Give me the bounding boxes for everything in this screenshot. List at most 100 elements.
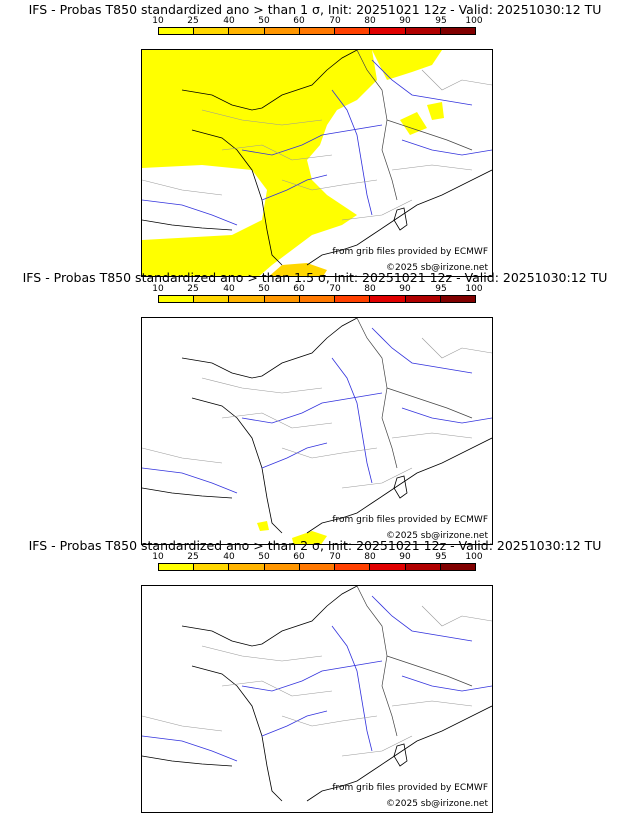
probability-map: from grib files provided by ECMWF ©2025 …	[141, 317, 493, 545]
legend-swatch	[194, 28, 230, 34]
river	[331, 357, 373, 484]
legend-swatch	[299, 28, 336, 34]
anomaly-area	[372, 50, 442, 80]
river	[371, 595, 473, 642]
legend-tick: 95	[435, 552, 447, 562]
anomaly-area	[257, 521, 269, 531]
legend-tick: 80	[364, 284, 376, 294]
legend-tick: 80	[364, 552, 376, 562]
national-border	[356, 50, 473, 201]
grib-credit: from grib files provided by ECMWF	[332, 783, 488, 793]
legend-tick-labels: 10 25 40 50 60 70 80 90 95 100	[152, 284, 482, 294]
map-panel-1: IFS - Probas T850 standardized ano > tha…	[0, 2, 630, 277]
probability-legend: 10 25 40 50 60 70 80 90 95 100	[152, 552, 483, 576]
legend-tick: 25	[187, 552, 199, 562]
legend-color-bar	[158, 295, 476, 303]
river	[261, 442, 328, 469]
legend-swatch	[440, 28, 475, 34]
probability-legend: 10 25 40 50 60 70 80 90 95 100	[152, 284, 483, 308]
legend-swatch	[370, 564, 406, 570]
legend-swatch	[440, 564, 475, 570]
coastline	[142, 487, 233, 499]
legend-tick: 60	[293, 16, 305, 26]
legend-tick: 40	[223, 16, 235, 26]
admin-border	[142, 69, 492, 221]
coastline	[393, 743, 408, 767]
legend-swatch	[264, 296, 300, 302]
river	[142, 735, 238, 762]
probability-map: from grib files provided by ECMWF ©2025 …	[141, 49, 493, 277]
legend-tick: 60	[293, 284, 305, 294]
legend-tick: 80	[364, 16, 376, 26]
anomaly-area	[427, 102, 444, 120]
legend-tick: 70	[329, 552, 341, 562]
legend-tick: 10	[152, 552, 164, 562]
anomaly-area	[142, 50, 377, 276]
map-panel-2: IFS - Probas T850 standardized ano > tha…	[0, 270, 630, 545]
legend-tick: 25	[187, 284, 199, 294]
legend-tick: 10	[152, 284, 164, 294]
coastline	[306, 437, 492, 534]
legend-tick: 100	[465, 16, 483, 26]
legend-swatch	[264, 28, 300, 34]
legend-swatch	[229, 564, 265, 570]
river	[371, 59, 473, 106]
coastline	[191, 665, 283, 802]
river	[331, 89, 373, 216]
legend-swatch	[299, 564, 336, 570]
coastline	[181, 50, 358, 111]
legend-tick: 95	[435, 284, 447, 294]
legend-swatch	[335, 28, 371, 34]
legend-swatch	[159, 564, 195, 570]
legend-swatch	[405, 564, 441, 570]
probability-map: from grib files provided by ECMWF ©2025 …	[141, 585, 493, 813]
legend-tick-labels: 10 25 40 50 60 70 80 90 95 100	[152, 16, 482, 26]
map-panel-3: IFS - Probas T850 standardized ano > tha…	[0, 538, 630, 813]
legend-swatch	[370, 28, 406, 34]
national-border	[356, 586, 473, 737]
river	[241, 392, 383, 424]
river	[241, 124, 383, 156]
legend-tick: 100	[465, 552, 483, 562]
river	[371, 327, 473, 374]
legend-tick: 90	[399, 16, 411, 26]
legend-swatch	[370, 296, 406, 302]
legend-swatch	[405, 28, 441, 34]
legend-tick: 50	[258, 552, 270, 562]
anomaly-area	[269, 263, 327, 276]
legend-color-bar	[158, 563, 476, 571]
legend-swatch	[159, 28, 195, 34]
legend-swatch	[194, 564, 230, 570]
legend-swatch	[335, 564, 371, 570]
legend-tick: 70	[329, 16, 341, 26]
river	[401, 675, 492, 692]
river	[331, 625, 373, 752]
legend-tick: 70	[329, 284, 341, 294]
legend-tick: 50	[258, 284, 270, 294]
legend-tick: 10	[152, 16, 164, 26]
anomaly-area	[292, 531, 327, 544]
national-border	[356, 318, 473, 469]
legend-tick: 90	[399, 284, 411, 294]
legend-swatch	[335, 296, 371, 302]
map-graphic	[142, 586, 492, 802]
legend-tick: 60	[293, 552, 305, 562]
legend-swatch	[194, 296, 230, 302]
coastline	[306, 705, 492, 802]
river	[261, 710, 328, 737]
legend-swatch	[159, 296, 195, 302]
legend-color-bar	[158, 27, 476, 35]
admin-border	[142, 337, 492, 489]
copyright-credit: ©2025 sb@irizone.net	[386, 531, 488, 541]
river	[401, 139, 492, 156]
grib-credit: from grib files provided by ECMWF	[332, 515, 488, 525]
legend-tick: 90	[399, 552, 411, 562]
river	[401, 407, 492, 424]
panel-title: IFS - Probas T850 standardized ano > tha…	[28, 2, 602, 17]
coastline	[191, 397, 283, 534]
river	[142, 199, 238, 226]
legend-tick: 100	[465, 284, 483, 294]
legend-tick: 40	[223, 284, 235, 294]
map-graphic	[142, 318, 492, 544]
legend-tick-labels: 10 25 40 50 60 70 80 90 95 100	[152, 552, 482, 562]
